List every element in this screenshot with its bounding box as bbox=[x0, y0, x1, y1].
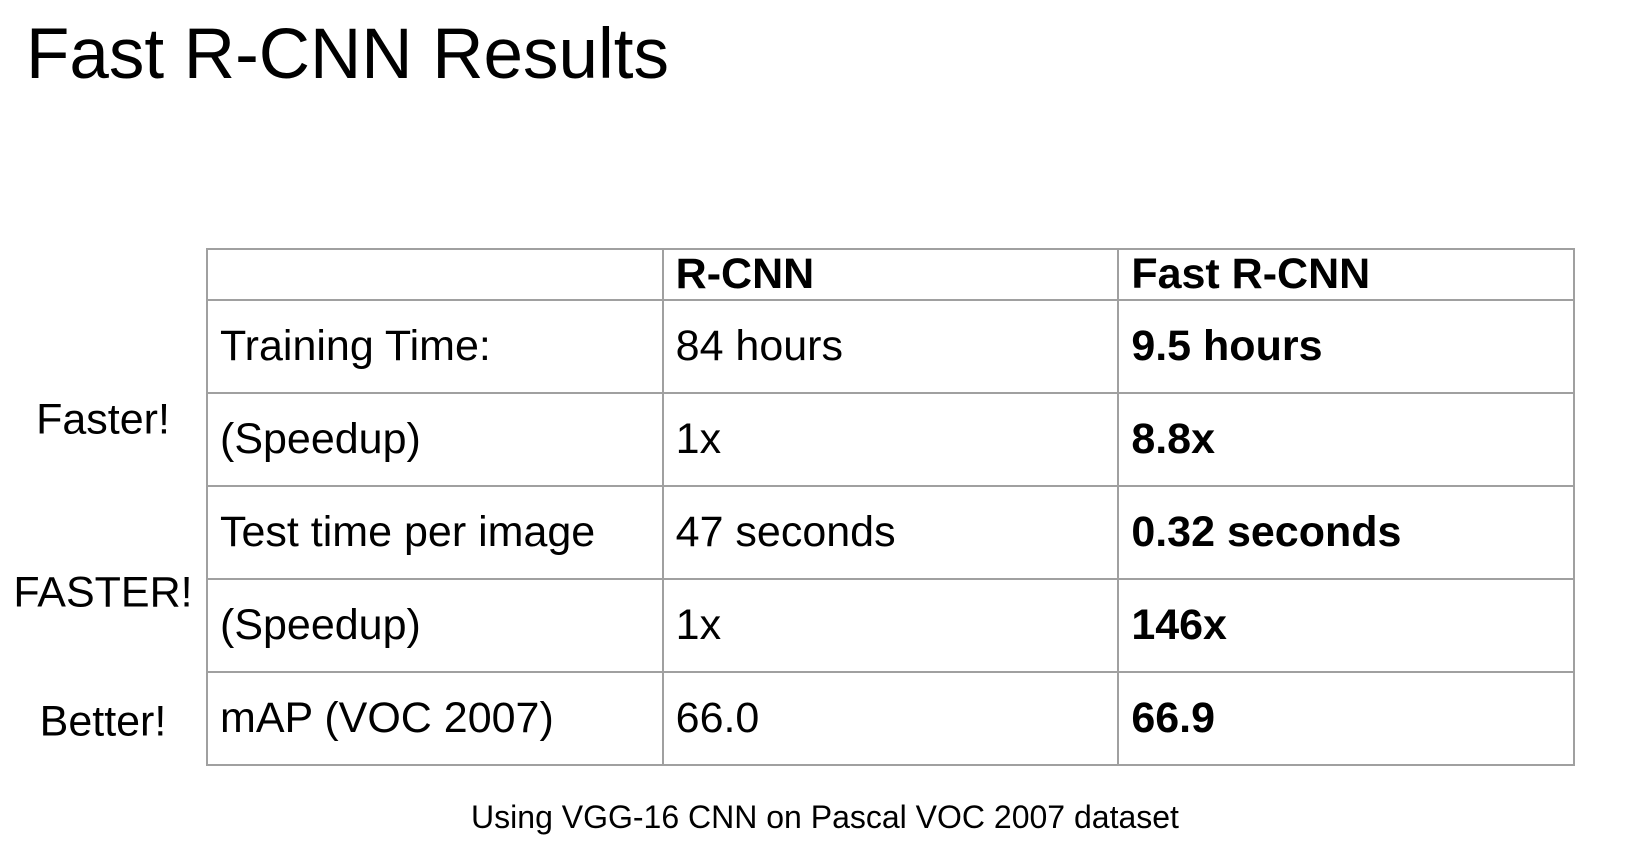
rcnn-value: 1x bbox=[661, 578, 1120, 674]
table-header-fast-rcnn: Fast R-CNN bbox=[1117, 247, 1575, 302]
results-table: R-CNN Fast R-CNN Training Time: 84 hours… bbox=[206, 247, 1575, 766]
rcnn-value: 47 seconds bbox=[661, 485, 1120, 581]
annotation-faster-training: Faster! bbox=[36, 395, 170, 444]
fast-rcnn-value: 0.32 seconds bbox=[1117, 485, 1575, 581]
metric-label: (Speedup) bbox=[206, 392, 664, 488]
table-header-metric bbox=[206, 247, 664, 302]
fast-rcnn-value: 66.9 bbox=[1117, 671, 1575, 766]
rcnn-value: 66.0 bbox=[661, 671, 1120, 766]
table-header-rcnn: R-CNN bbox=[661, 247, 1120, 302]
metric-label: Test time per image bbox=[206, 485, 664, 581]
fast-rcnn-value: 9.5 hours bbox=[1117, 299, 1575, 395]
table-row-training-time: Training Time: 84 hours 9.5 hours bbox=[206, 299, 1575, 395]
fast-rcnn-value: 8.8x bbox=[1117, 392, 1575, 488]
table-row-test-time: Test time per image 47 seconds 0.32 seco… bbox=[206, 485, 1575, 581]
metric-label: mAP (VOC 2007) bbox=[206, 671, 664, 766]
slide-caption: Using VGG-16 CNN on Pascal VOC 2007 data… bbox=[471, 799, 1179, 835]
table-row-map: mAP (VOC 2007) 66.0 66.9 bbox=[206, 671, 1575, 766]
table-header-row: R-CNN Fast R-CNN bbox=[206, 247, 1575, 302]
rcnn-value: 84 hours bbox=[661, 299, 1120, 395]
metric-label: (Speedup) bbox=[206, 578, 664, 674]
annotation-faster-test: FASTER! bbox=[13, 568, 193, 617]
fast-rcnn-value: 146x bbox=[1117, 578, 1575, 674]
metric-label: Training Time: bbox=[206, 299, 664, 395]
page-title: Fast R-CNN Results bbox=[26, 15, 670, 94]
table-row-test-speedup: (Speedup) 1x 146x bbox=[206, 578, 1575, 674]
annotation-better-map: Better! bbox=[39, 697, 167, 746]
rcnn-value: 1x bbox=[661, 392, 1120, 488]
table-row-training-speedup: (Speedup) 1x 8.8x bbox=[206, 392, 1575, 488]
